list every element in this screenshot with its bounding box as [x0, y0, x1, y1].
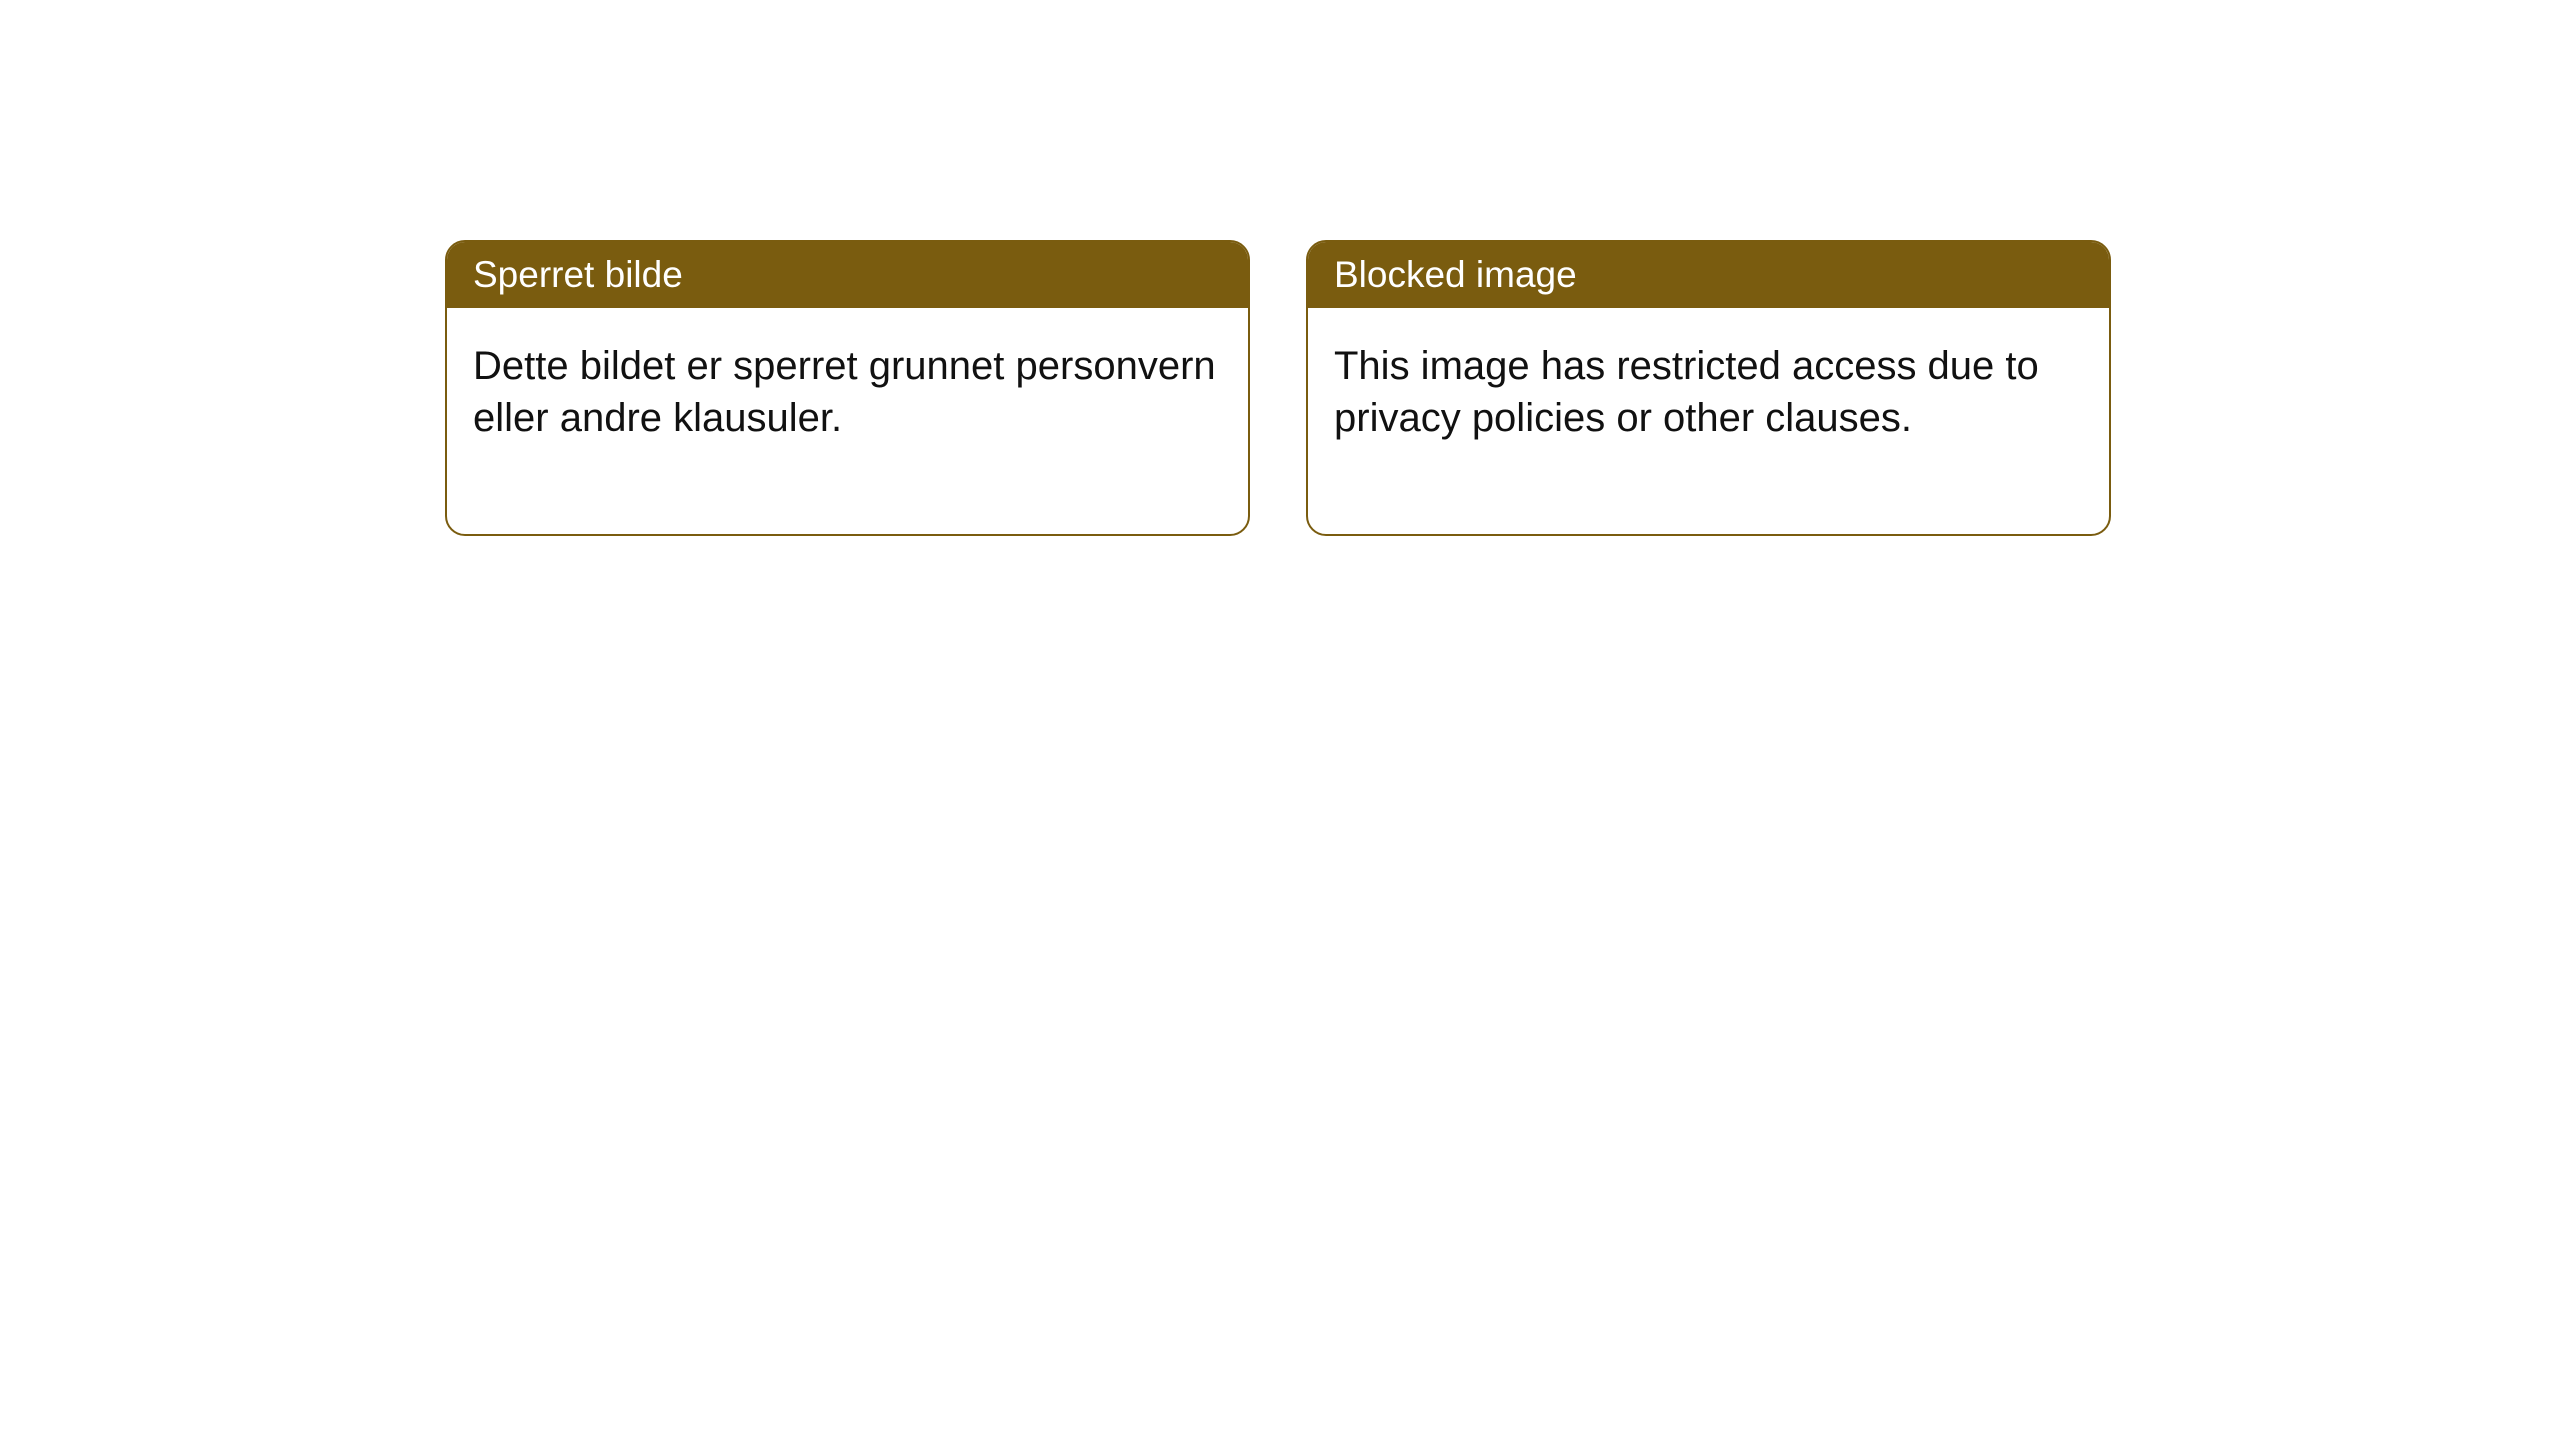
- notice-card-en: Blocked image This image has restricted …: [1306, 240, 2111, 536]
- notice-container: Sperret bilde Dette bildet er sperret gr…: [445, 240, 2560, 536]
- notice-body-en: This image has restricted access due to …: [1308, 308, 2109, 534]
- notice-card-no: Sperret bilde Dette bildet er sperret gr…: [445, 240, 1250, 536]
- notice-header-en: Blocked image: [1308, 242, 2109, 308]
- notice-body-no: Dette bildet er sperret grunnet personve…: [447, 308, 1248, 534]
- notice-header-no: Sperret bilde: [447, 242, 1248, 308]
